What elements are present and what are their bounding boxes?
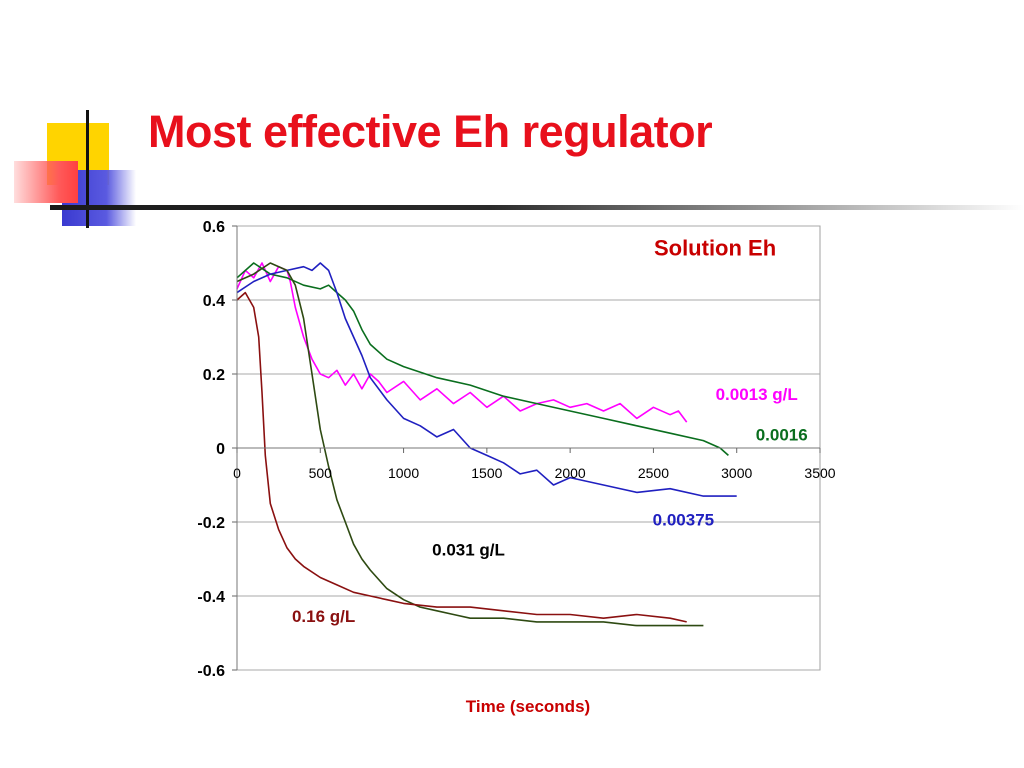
- series-label: 0.031 g/L: [432, 540, 505, 559]
- series-label: 0.0013 g/L: [716, 385, 798, 404]
- y-tick-label: -0.2: [197, 515, 225, 532]
- slide-title: Most effective Eh regulator: [148, 106, 713, 157]
- y-tick-label: -0.6: [197, 663, 225, 680]
- x-tick-label: 3000: [721, 465, 752, 481]
- x-tick-label: 1000: [388, 465, 419, 481]
- x-tick-label: 1500: [471, 465, 502, 481]
- y-tick-label: 0: [216, 441, 225, 458]
- series-line-3: [236, 262, 704, 627]
- chart-title: Solution Eh: [654, 236, 776, 261]
- series-label: 0.0016: [756, 426, 808, 445]
- series-line-0: [236, 262, 688, 423]
- y-tick-label: 0.4: [203, 293, 225, 310]
- series-line-1: [236, 262, 729, 456]
- y-tick-label: -0.4: [197, 589, 225, 606]
- series-label: 0.16 g/L: [292, 607, 355, 626]
- decor-red-bar: [14, 161, 78, 203]
- x-tick-label: 2000: [555, 465, 586, 481]
- x-axis-label: Time (seconds): [466, 697, 590, 716]
- x-tick-label: 2500: [638, 465, 669, 481]
- title-rule: [50, 205, 1024, 210]
- series-line-4: [236, 291, 687, 623]
- series-label: 0.00375: [653, 511, 714, 530]
- series-line-2: [236, 262, 737, 497]
- x-tick-label: 500: [309, 465, 333, 481]
- x-tick-label: 3500: [804, 465, 835, 481]
- y-tick-label: 0.2: [203, 367, 225, 384]
- decor-vertical-line: [86, 110, 89, 228]
- x-tick-label: 0: [233, 465, 241, 481]
- y-tick-label: 0.6: [203, 219, 225, 236]
